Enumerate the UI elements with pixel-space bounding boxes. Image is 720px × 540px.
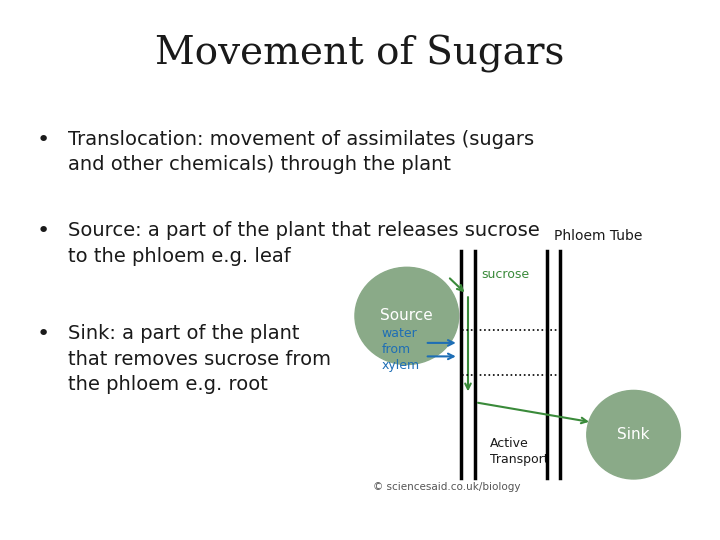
Text: © sciencesaid.co.uk/biology: © sciencesaid.co.uk/biology [373, 482, 520, 492]
Ellipse shape [587, 390, 680, 479]
Text: Active
Transport: Active Transport [490, 437, 548, 467]
Ellipse shape [355, 267, 459, 365]
Text: •: • [37, 221, 50, 241]
Text: Phloem Tube: Phloem Tube [554, 229, 643, 243]
Text: Sink: Sink [617, 427, 650, 442]
Text: Sink: a part of the plant
that removes sucrose from
the phloem e.g. root: Sink: a part of the plant that removes s… [68, 324, 331, 395]
Text: Movement of Sugars: Movement of Sugars [156, 35, 564, 73]
Text: •: • [37, 324, 50, 344]
Text: •: • [37, 130, 50, 150]
Text: Source: Source [380, 308, 433, 323]
Text: sucrose: sucrose [481, 268, 529, 281]
Text: Source: a part of the plant that releases sucrose
to the phloem e.g. leaf: Source: a part of the plant that release… [68, 221, 540, 266]
Text: Translocation: movement of assimilates (sugars
and other chemicals) through the : Translocation: movement of assimilates (… [68, 130, 534, 174]
Text: water
from
xylem: water from xylem [382, 327, 420, 373]
